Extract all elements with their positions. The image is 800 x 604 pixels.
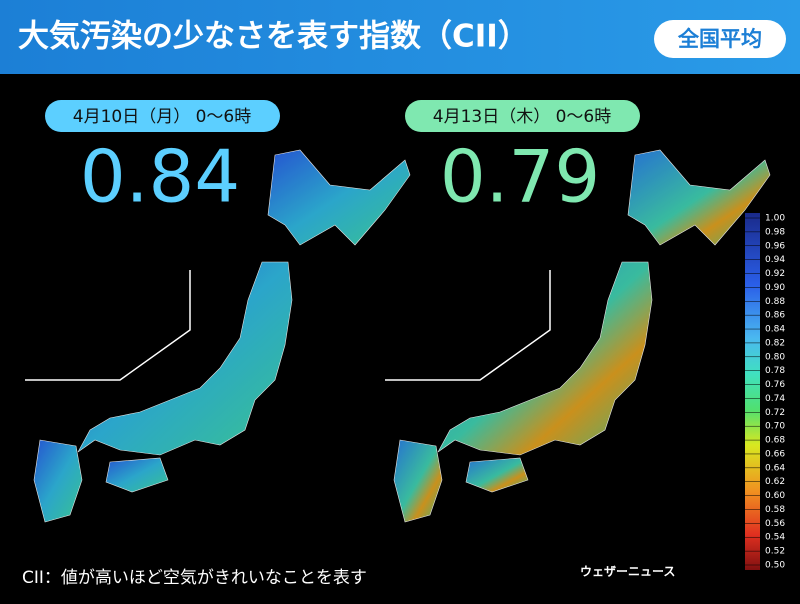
colorbar-label: 0.66: [765, 449, 785, 459]
badge: 全国平均: [677, 27, 762, 51]
colorbar-label: 0.82: [765, 338, 785, 348]
map-panel: [25, 149, 411, 523]
inset-frame: [25, 270, 191, 381]
colorbar-label: 0.52: [765, 547, 785, 557]
colorbar-label: 0.54: [765, 533, 785, 543]
colorbar-label: 0.58: [765, 505, 785, 515]
island-hokkaido: [627, 149, 771, 246]
colorbar-label: 0.90: [765, 283, 785, 293]
colorbar-label: 0.70: [765, 422, 785, 432]
average-value: 0.84: [80, 135, 240, 219]
colorbar-label: 0.56: [765, 519, 785, 529]
island-shikoku: [105, 457, 169, 493]
map-panel: [385, 149, 771, 523]
logo: ウェザーニュース: [580, 565, 675, 579]
colorbar-label: 0.98: [765, 227, 785, 237]
colorbar-label: 0.62: [765, 477, 785, 487]
colorbar: [745, 213, 760, 570]
date-label: 4月10日（月） 0～6時: [73, 107, 251, 127]
island-shikoku: [465, 457, 529, 493]
island-hokkaido: [267, 149, 411, 246]
title: 大気汚染の少なさを表す指数（CII）: [18, 19, 529, 55]
inset-frame: [385, 270, 551, 381]
colorbar-label: 0.50: [765, 561, 785, 571]
colorbar-label: 0.64: [765, 463, 785, 473]
island-kyushu: [393, 439, 443, 523]
footnote: CII：値が高いほど空気がきれいなことを表す: [22, 568, 367, 588]
date-pill: [45, 100, 280, 132]
colorbar-label: 1.00: [765, 214, 785, 224]
average-value: 0.79: [440, 135, 600, 219]
colorbar-label: 0.78: [765, 366, 785, 376]
colorbar-label: 0.60: [765, 491, 785, 501]
colorbar-label: 0.68: [765, 436, 785, 446]
island-honshu: [77, 261, 293, 456]
colorbar-label: 0.76: [765, 380, 785, 390]
badge-bg: [654, 20, 786, 58]
colorbar-label: 0.96: [765, 241, 785, 251]
colorbar-label: 0.86: [765, 311, 785, 321]
island-honshu: [437, 261, 653, 456]
colorbar-label: 0.84: [765, 325, 785, 335]
colorbar-label: 0.80: [765, 352, 785, 362]
colorbar-label: 0.72: [765, 408, 785, 418]
colorbar-label: 0.94: [765, 255, 785, 265]
island-kyushu: [33, 439, 83, 523]
colorbar-label: 0.92: [765, 269, 785, 279]
colorbar-label: 0.88: [765, 297, 785, 307]
date-label: 4月13日（木） 0～6時: [433, 107, 611, 127]
colorbar-label: 0.74: [765, 394, 785, 404]
date-pill: [405, 100, 640, 132]
